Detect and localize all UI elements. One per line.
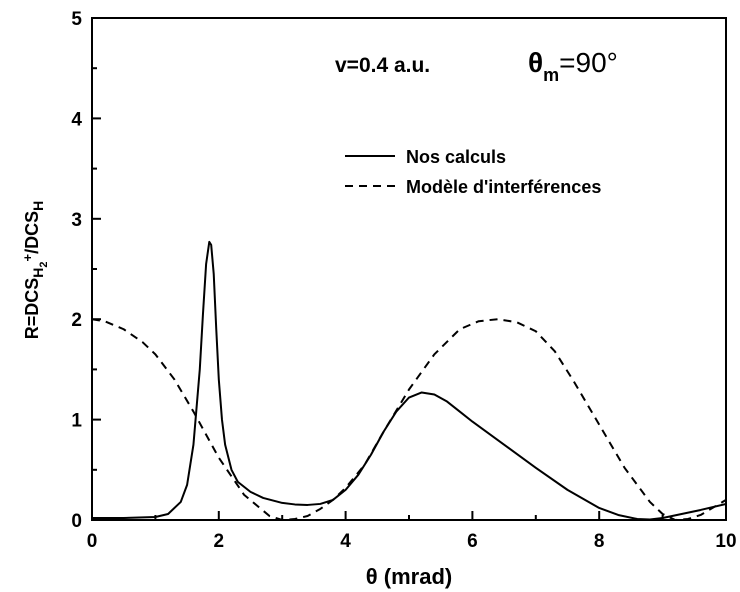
y-axis-label: R=DCSH2+/DCSH [20,201,50,340]
y-label-prefix: R=DCS [22,278,42,340]
axis-ticks [91,17,727,521]
angle-value: =90° [559,47,618,78]
x-tick-label-8: 8 [594,531,605,552]
x-axis-unit: (mrad) [384,564,452,589]
plot-frame [91,17,727,521]
y-label-sub-2: 2 [38,261,50,267]
angle-annotation: θm=90° [528,47,618,85]
y-label-sub-h-end: H [30,201,46,211]
x-tick-label-6: 6 [467,531,478,552]
series-line-1 [92,318,726,520]
x-tick-label-0: 0 [87,531,98,552]
angle-subscript: m [543,65,559,85]
y-label-mid: /DCS [22,211,42,254]
angle-symbol: θ [528,47,543,78]
y-tick-label-1: 1 [71,411,82,432]
x-tick-label-2: 2 [214,531,225,552]
y-tick-label-2: 2 [71,310,82,331]
curves [92,240,726,520]
y-label-sup-plus: + [20,253,35,261]
legend-label-nos-calculs: Nos calculs [406,147,506,167]
y-tick-label-5: 5 [71,9,82,30]
x-tick-label-4: 4 [340,531,351,552]
y-tick-label-3: 3 [71,210,82,231]
legend-label-modele: Modèle d'interférences [406,177,601,197]
series-line-0 [92,240,726,520]
x-axis-symbol: θ [366,564,378,589]
legend: Nos calculs Modèle d'interférences [345,147,601,197]
y-tick-label-0: 0 [71,511,82,532]
y-tick-label-4: 4 [71,109,82,130]
x-axis-label: θ (mrad) [366,564,452,589]
y-label-sub-h: H [30,268,46,278]
x-tick-label-10: 10 [715,531,736,552]
velocity-annotation: v=0.4 a.u. [335,54,430,77]
axis-tick-labels: 0 2 4 6 8 10 0 1 2 3 4 5 [71,9,736,552]
